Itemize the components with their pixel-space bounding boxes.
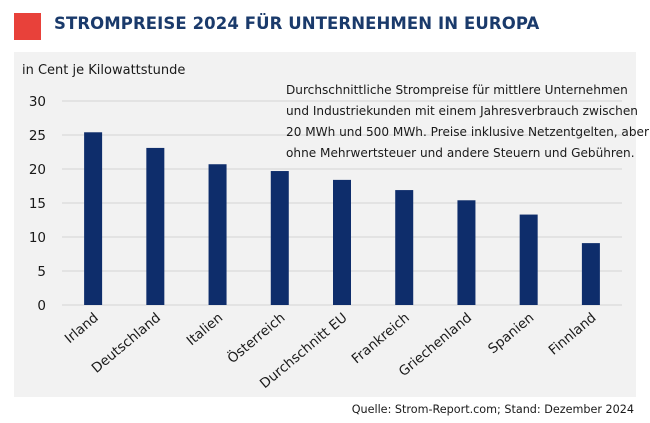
x-tick-label: Irland <box>62 310 102 347</box>
note-line: und Industriekunden mit einem Jahresverb… <box>286 104 638 118</box>
source-note: Quelle: Strom-Report.com; Stand: Dezembe… <box>351 403 634 416</box>
x-tick-label: Frankreich <box>349 310 413 367</box>
x-tick-label: Finnland <box>546 310 600 359</box>
bars <box>84 132 600 305</box>
note-line: Durchschnittliche Strompreise für mittle… <box>286 83 628 97</box>
x-tick-label: Spanien <box>485 310 537 357</box>
x-tick-label: Italien <box>184 310 226 349</box>
bar <box>395 190 414 305</box>
y-tick-label: 15 <box>29 196 46 212</box>
bar <box>270 171 289 305</box>
note-line: ohne Mehrwertsteuer und andere Steuern u… <box>286 146 635 160</box>
x-tick-label: Deutschland <box>89 310 164 377</box>
y-tick-label: 25 <box>29 128 46 144</box>
y-tick-label: 10 <box>29 230 46 246</box>
y-tick-labels: 0 5 10 15 20 25 30 <box>29 94 46 314</box>
y-tick-label: 20 <box>29 162 46 178</box>
bar <box>519 214 538 305</box>
x-tick-label: Österreich <box>223 308 288 367</box>
y-tick-label: 5 <box>37 264 46 280</box>
accent-square <box>14 13 41 40</box>
chart-note: Durchschnittliche Strompreise für mittle… <box>286 80 649 164</box>
bar <box>457 200 476 305</box>
bar <box>84 132 103 305</box>
note-line: 20 MWh und 500 MWh. Preise inklusive Net… <box>286 125 649 139</box>
bar <box>208 164 227 305</box>
y-tick-label: 30 <box>29 94 46 110</box>
y-tick-label: 0 <box>37 298 46 314</box>
bar <box>146 147 165 305</box>
y-axis-label: in Cent je Kilowattstunde <box>22 63 186 78</box>
bar <box>581 243 600 305</box>
bar <box>333 179 351 305</box>
chart-title: STROMPREISE 2024 FÜR UNTERNEHMEN IN EURO… <box>54 14 540 33</box>
